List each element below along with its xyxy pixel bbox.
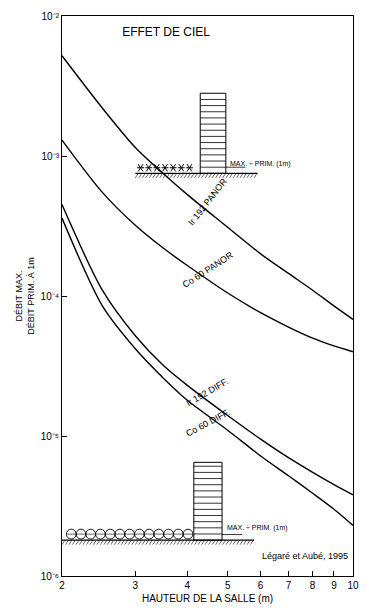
svg-text:9: 9 [331, 580, 337, 591]
svg-text:Ir 192 DIFF.: Ir 192 DIFF. [184, 376, 230, 408]
svg-text:7: 7 [286, 580, 292, 591]
svg-text:HAUTEUR DE LA SALLE (m): HAUTEUR DE LA SALLE (m) [142, 593, 273, 604]
svg-text:6: 6 [258, 580, 264, 591]
svg-text:3: 3 [133, 580, 139, 591]
svg-text:EFFET DE CIEL: EFFET DE CIEL [122, 25, 210, 39]
svg-text:10⁻²: 10⁻² [42, 11, 60, 22]
svg-text:10⁻⁶: 10⁻⁶ [41, 571, 59, 582]
svg-text:10⁻³: 10⁻³ [42, 151, 60, 162]
svg-text:4: 4 [185, 580, 191, 591]
svg-text:Ir 192 PANOR: Ir 192 PANOR [186, 176, 229, 227]
svg-text:10⁻⁴: 10⁻⁴ [41, 291, 59, 302]
svg-text:5: 5 [225, 580, 231, 591]
svg-text:Co 60 PANOR: Co 60 PANOR [181, 250, 235, 290]
svg-text:2: 2 [59, 580, 65, 591]
svg-text:10⁻⁵: 10⁻⁵ [41, 431, 59, 442]
svg-text:DÉBIT MAX.DÉBIT PRIM. À 1m: DÉBIT MAX.DÉBIT PRIM. À 1m [14, 257, 36, 334]
svg-text:10: 10 [347, 580, 359, 591]
svg-text:MAX. ÷ PRIM. (1m): MAX. ÷ PRIM. (1m) [227, 524, 288, 532]
svg-text:Légaré et Aubé, 1995: Légaré et Aubé, 1995 [262, 551, 348, 561]
svg-text:Co 60 DIFF.: Co 60 DIFF. [184, 407, 231, 438]
svg-text:MAX. ÷ PRIM. (1m): MAX. ÷ PRIM. (1m) [230, 160, 291, 168]
svg-text:8: 8 [310, 580, 316, 591]
